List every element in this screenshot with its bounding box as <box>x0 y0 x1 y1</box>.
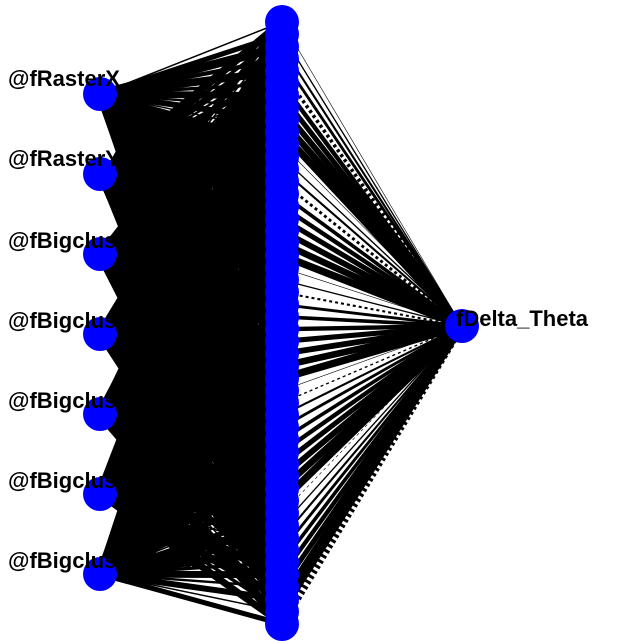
input-node-6 <box>83 477 117 511</box>
output-label-1: fDelta_Theta <box>456 306 589 331</box>
edge-hidden-2-output-1 <box>281 33 463 327</box>
edge-hidden-40-output-1 <box>279 323 465 504</box>
edge-hidden-23-output-1 <box>281 291 463 328</box>
edge-input-7-hidden-48 <box>99 571 283 603</box>
edge-input-7-hidden-50 <box>99 571 283 627</box>
input-node-3 <box>83 237 117 271</box>
input-hidden-edges <box>95 19 287 627</box>
edge-hidden-12-output-1 <box>281 156 463 327</box>
edge-hidden-24-output-1 <box>281 303 463 328</box>
edge-hidden-32-output-1 <box>281 325 463 404</box>
input-label-3: @fBigclusterEnergy <box>8 228 220 253</box>
edge-input-7-hidden-44 <box>99 546 283 578</box>
hidden-output-edges <box>278 21 466 626</box>
input-node-1 <box>83 77 117 111</box>
hidden-node-50 <box>265 607 299 641</box>
edge-input-7-hidden-37 <box>98 461 284 577</box>
input-node-4 <box>83 317 117 351</box>
edge-hidden-41-output-1 <box>281 325 463 514</box>
edge-hidden-10-output-1 <box>279 130 465 329</box>
input-label-7: @fBigclusterTheta <box>8 548 204 573</box>
edge-hidden-22-output-1 <box>281 279 463 327</box>
network-nodes <box>83 5 479 641</box>
edge-hidden-49-output-1 <box>279 324 465 614</box>
edge-hidden-42-output-1 <box>281 325 463 527</box>
input-label-4: @fBigclusterX <box>8 308 159 333</box>
edge-input-7-hidden-39 <box>98 486 284 577</box>
edge-input-7-hidden-46 <box>99 570 283 579</box>
edge-hidden-50-output-1 <box>278 324 466 626</box>
input-node-5 <box>83 397 117 431</box>
edge-hidden-20-output-1 <box>280 252 464 330</box>
input-label-5: @fBigclusterY <box>8 388 159 413</box>
input-node-2 <box>83 157 117 191</box>
input-node-7 <box>83 557 117 591</box>
edge-input-7-hidden-35 <box>97 436 285 578</box>
edge-hidden-33-output-1 <box>281 325 463 417</box>
edge-hidden-13-output-1 <box>281 168 463 327</box>
edge-input-2-hidden-3 <box>98 43 284 177</box>
edge-hidden-31-output-1 <box>281 325 463 391</box>
input-label-2: @fRasterY <box>8 146 120 171</box>
node-labels: @fRasterX @fRasterY @fBigclusterEnergy @… <box>8 66 589 573</box>
edge-input-7-hidden-30 <box>97 376 285 577</box>
edge-hidden-21-output-1 <box>281 267 463 327</box>
edge-hidden-11-output-1 <box>281 144 463 327</box>
input-label-1: @fRasterX <box>8 66 120 91</box>
input-label-6: @fBigclusterZ <box>8 468 158 493</box>
edge-hidden-30-output-1 <box>280 322 464 382</box>
output-node-1 <box>445 309 479 343</box>
edge-hidden-1-output-1 <box>281 21 463 327</box>
